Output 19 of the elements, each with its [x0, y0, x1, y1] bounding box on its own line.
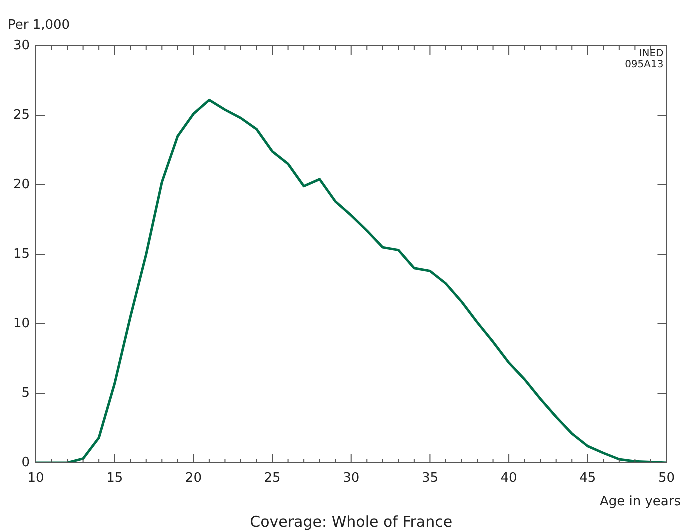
x-tick-label: 35 — [422, 471, 438, 486]
y-tick-label: 30 — [13, 38, 30, 54]
text: Coverage: Whole of France — [250, 512, 453, 531]
y-tick-label: 0 — [22, 455, 30, 470]
y-tick-label: 15 — [13, 246, 30, 262]
y-axis-title: Per 1,000 — [8, 18, 70, 33]
y-tick-label: 10 — [13, 316, 30, 332]
x-tick-label: 45 — [580, 471, 596, 486]
x-tick-label: 50 — [658, 471, 675, 486]
y-tick-label: 5 — [22, 386, 30, 401]
y-tick-label: 25 — [13, 108, 30, 123]
x-axis-title: Age in years — [600, 494, 682, 510]
x-tick-label: 15 — [106, 471, 124, 486]
x-tick-label: 20 — [185, 471, 202, 486]
y-tick-label: 20 — [13, 177, 30, 192]
x-tick-label: 25 — [264, 471, 281, 486]
x-tick-label: 40 — [500, 471, 518, 486]
x-tick-label: 30 — [343, 471, 360, 486]
annotation: INED 095A13 — [625, 48, 664, 71]
